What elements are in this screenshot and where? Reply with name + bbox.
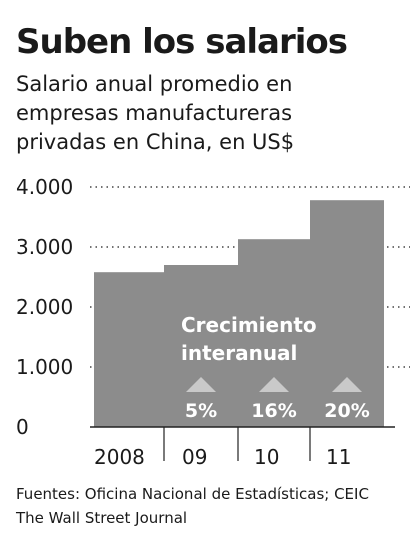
bar-10 xyxy=(238,239,310,427)
annotation-line: Crecimiento xyxy=(181,313,317,337)
annotation-line: interanual xyxy=(181,341,297,365)
x-tick-label: 11 xyxy=(326,445,351,469)
growth-label: 16% xyxy=(251,400,296,422)
up-arrow-icon xyxy=(332,377,362,392)
up-arrow-icon xyxy=(186,377,216,392)
y-tick-label: 4.000 xyxy=(16,175,73,199)
growth-annotation: Crecimiento interanual 5% 16% 20% xyxy=(181,313,370,422)
y-axis-ticks: 0 1.000 2.000 3.000 4.000 xyxy=(16,175,73,439)
bar-11 xyxy=(310,200,384,427)
bar-2008 xyxy=(94,272,164,427)
footer: Fuentes: Oficina Nacional de Estadística… xyxy=(16,482,416,530)
y-tick-label: 3.000 xyxy=(16,235,73,259)
up-arrow-icon xyxy=(259,377,289,392)
source-note: Fuentes: Oficina Nacional de Estadística… xyxy=(16,485,369,503)
x-axis: 2008 09 10 11 xyxy=(90,426,395,469)
x-tick-label: 09 xyxy=(182,445,207,469)
bar-09 xyxy=(164,265,238,427)
y-tick-label: 1.000 xyxy=(16,355,73,379)
growth-label: 20% xyxy=(324,400,369,422)
bar-chart: 0 1.000 2.000 3.000 4.000 2008 09 10 11 Crecimi… xyxy=(16,175,410,469)
x-tick-label: 2008 xyxy=(94,445,145,469)
bars xyxy=(94,200,384,427)
x-tick-label: 10 xyxy=(254,445,279,469)
publisher-credit: The Wall Street Journal xyxy=(16,509,188,527)
chart-subtitle: Salario anual promedio en empresas manuf… xyxy=(16,72,295,154)
growth-label: 5% xyxy=(185,400,217,422)
y-tick-label: 0 xyxy=(16,415,29,439)
y-tick-label: 2.000 xyxy=(16,295,73,319)
chart-title: Suben los salarios xyxy=(16,22,348,62)
